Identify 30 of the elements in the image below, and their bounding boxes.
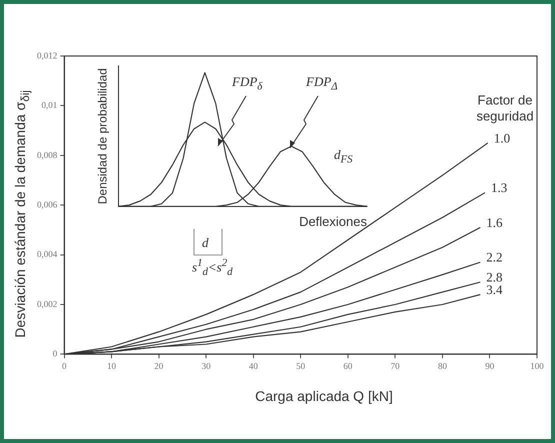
x-tick-label: 40: [248, 360, 258, 371]
x-tick-label: 0: [62, 360, 67, 371]
series-label: 1.0: [494, 130, 510, 146]
legend-title: Factor de seguridad: [476, 92, 534, 124]
x-tick-label: 70: [390, 360, 400, 371]
annotation: d: [202, 235, 208, 251]
series-label: 1.6: [486, 214, 504, 230]
y-axis-title: Densidad de probabilidad: [96, 68, 110, 204]
annotation: FDP$_{Δ}$: [306, 74, 338, 93]
y-tick-label: 0,01: [42, 100, 58, 110]
x-axis-title: Carga aplicada Q [kN]: [254, 388, 394, 404]
x-tick-label: 100: [530, 360, 544, 371]
x-tick-label: 10: [107, 360, 117, 371]
x-tick-label: 50: [296, 360, 306, 371]
series-label: 2.2: [486, 250, 503, 265]
y-tick-label: 0: [52, 348, 58, 359]
annotation: d$_{FS}$: [334, 147, 353, 166]
x-tick-label: 90: [485, 360, 495, 371]
annotation: FDP$_{δ}$: [232, 74, 262, 93]
y-tick-label: 0,008: [37, 150, 58, 160]
y-tick-label: 0,004: [37, 249, 58, 260]
y-tick-label: 0,012: [37, 50, 58, 60]
y-tick-label: 0,006: [37, 199, 58, 210]
x-tick-label: 30: [202, 360, 212, 371]
x-tick-label: 20: [154, 360, 164, 371]
x-axis-title: Deflexiones: [299, 214, 368, 229]
y-tick-label: 0,002: [37, 298, 58, 309]
series-label: 1.3: [490, 180, 508, 196]
x-tick-label: 60: [343, 360, 353, 371]
x-tick-label: 80: [438, 360, 448, 371]
